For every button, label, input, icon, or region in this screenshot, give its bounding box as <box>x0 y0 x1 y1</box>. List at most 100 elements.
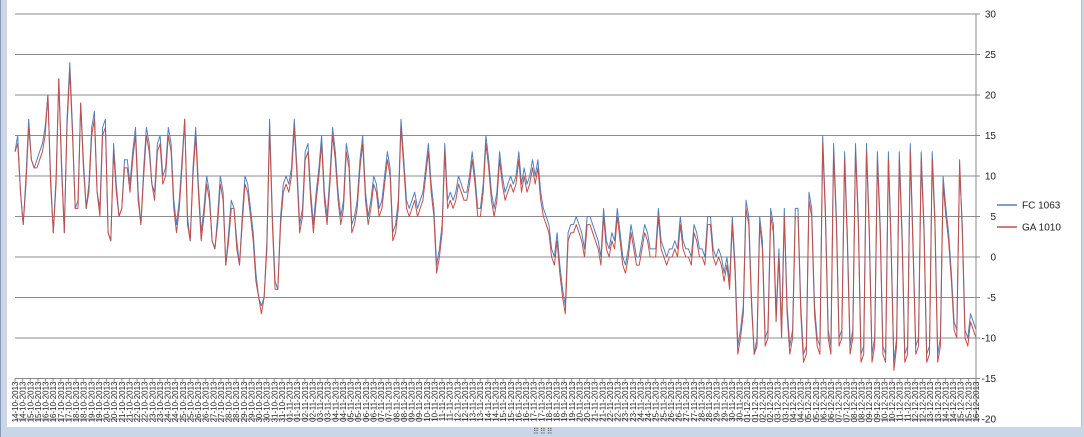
series-line-fc-1063 <box>14 62 977 363</box>
x-tick-label: 27-11-2013 <box>690 381 699 422</box>
y-tick-label: 25 <box>985 50 997 61</box>
x-tick-label: 20-11-2013 <box>575 381 584 422</box>
x-tick-label: 25-10-2013 <box>179 381 188 422</box>
x-tick-label: 14-10-2013 <box>11 381 20 422</box>
x-tick-label: 22-11-2013 <box>614 381 623 422</box>
y-tick-label: -20 <box>982 415 997 426</box>
x-tick-label: 18-11-2013 <box>553 381 562 422</box>
gridlines <box>15 13 976 420</box>
x-tick-label: 24-10-2013 <box>171 381 180 422</box>
x-tick-label: 26-11-2013 <box>667 381 676 422</box>
x-tick-label: 14-11-2013 <box>492 381 501 422</box>
x-tick-label: 13-12-2013 <box>934 381 943 422</box>
x-tick-label: 14-11-2013 <box>484 381 493 422</box>
chart-area: 30 25 20 15 10 5 0 -5 -10 -15 -20 14-10-2013 14-10-… <box>7 0 1082 427</box>
x-tick-label: 19-11-2013 <box>568 381 577 422</box>
x-tick-label: 21-11-2013 <box>591 381 600 422</box>
x-tick-label: 21-10-2013 <box>125 381 134 422</box>
x-tick-label: 21-10-2013 <box>118 381 127 422</box>
x-tick-label: 16-12-2013 <box>972 381 981 422</box>
x-tick-label: 07-11-2013 <box>377 381 386 422</box>
legend-label: GA 1010 <box>1022 223 1061 234</box>
x-tick-label: 01-12-2013 <box>743 381 752 422</box>
resize-handle[interactable]: ⠿⠿⠿ <box>533 427 554 436</box>
x-tick-label: 08-11-2013 <box>400 381 409 422</box>
x-tick-label: 26-10-2013 <box>202 381 211 422</box>
x-tick-label: 30-11-2013 <box>728 381 737 422</box>
x-tick-label: 07-12-2013 <box>842 381 851 422</box>
x-tick-label: 18-11-2013 <box>545 381 554 422</box>
x-tick-label: 05-12-2013 <box>812 381 821 422</box>
x-tick-label: 09-12-2013 <box>873 381 882 422</box>
x-tick-label: 01-11-2013 <box>293 381 302 422</box>
x-tick-label: 04-11-2013 <box>331 381 340 422</box>
x-tick-label: 14-10-2013 <box>19 381 28 422</box>
x-tick-label: 07-12-2013 <box>835 381 844 422</box>
x-tick-label: 26-11-2013 <box>675 381 684 422</box>
x-tick-label: 08-12-2013 <box>858 381 867 422</box>
x-tick-label: 04-12-2013 <box>789 381 798 422</box>
y-tick-label: 5 <box>990 212 996 223</box>
x-tick-label: 28-10-2013 <box>232 381 241 422</box>
x-tick-label: 15-10-2013 <box>26 381 35 422</box>
x-tick-label: 06-11-2013 <box>370 381 379 422</box>
x-tick-label: 28-10-2013 <box>225 381 234 422</box>
x-tick-label: 29-10-2013 <box>247 381 256 422</box>
x-tick-label: 11-11-2013 <box>438 381 447 421</box>
x-tick-label: 25-11-2013 <box>659 381 668 422</box>
x-tick-label: 30-10-2013 <box>263 381 272 422</box>
x-tick-label: 10-11-2013 <box>423 381 432 422</box>
x-tick-label: 24-10-2013 <box>164 381 173 422</box>
x-tick-label: 16-11-2013 <box>522 381 531 422</box>
x-tick-label: 09-11-2013 <box>415 381 424 422</box>
x-tick-label: 11-12-2013 <box>896 381 905 422</box>
x-tick-label: 04-11-2013 <box>339 381 348 422</box>
x-tick-label: 25-11-2013 <box>652 381 661 422</box>
y-axis: 30 25 20 15 10 5 0 -5 -10 -15 -20 <box>975 10 997 426</box>
x-tick-label: 29-10-2013 <box>240 381 249 422</box>
x-tick-label: 03-11-2013 <box>324 381 333 422</box>
x-tick-label: 26-10-2013 <box>194 381 203 422</box>
x-tick-label: 12-12-2013 <box>919 381 928 422</box>
x-tick-label: 13-12-2013 <box>926 381 935 422</box>
x-tick-label: 22-10-2013 <box>141 381 150 422</box>
x-tick-label: 10-11-2013 <box>431 381 440 422</box>
x-tick-label: 17-11-2013 <box>537 381 546 422</box>
x-tick-label: 06-12-2013 <box>827 381 836 422</box>
y-tick-label: -5 <box>987 293 996 304</box>
x-tick-label: 17-10-2013 <box>57 381 66 422</box>
x-tick-label: 11-12-2013 <box>903 381 912 422</box>
x-tick-label: 29-11-2013 <box>713 381 722 422</box>
x-tick-label: 25-10-2013 <box>186 381 195 422</box>
x-tick-label: 15-12-2013 <box>964 381 973 422</box>
x-tick-label: 27-10-2013 <box>209 381 218 422</box>
x-tick-label: 28-11-2013 <box>705 381 714 422</box>
x-tick-label: 06-12-2013 <box>820 381 829 422</box>
x-tick-label: 20-10-2013 <box>110 381 119 422</box>
x-tick-label: 12-11-2013 <box>453 381 462 422</box>
x-tick-label: 05-12-2013 <box>804 381 813 422</box>
x-tick-label: 16-11-2013 <box>514 381 523 422</box>
x-tick-label: 24-11-2013 <box>644 381 653 422</box>
x-tick-label: 09-11-2013 <box>408 381 417 422</box>
x-tick-label: 08-11-2013 <box>392 381 401 422</box>
x-tick-label: 20-10-2013 <box>103 381 112 422</box>
x-tick-label: 17-11-2013 <box>530 381 539 422</box>
y-tick-label: 0 <box>990 253 996 264</box>
x-tick-label: 27-11-2013 <box>682 381 691 422</box>
x-tick-label: 08-12-2013 <box>850 381 859 422</box>
x-tick-label: 23-11-2013 <box>629 381 638 422</box>
x-tick-label: 05-11-2013 <box>354 381 363 422</box>
x-tick-label: 11-11-2013 <box>446 381 455 421</box>
x-tick-label: 07-11-2013 <box>385 381 394 422</box>
series-line-ga-1010 <box>14 70 977 371</box>
x-tick-label: 10-12-2013 <box>881 381 890 422</box>
plot-lines <box>14 62 977 371</box>
x-tick-label: 02-11-2013 <box>301 381 310 422</box>
x-tick-label: 01-11-2013 <box>286 381 295 422</box>
x-tick-label: 21-11-2013 <box>598 381 607 422</box>
legend: FC 1063 GA 1010 <box>997 201 1061 234</box>
x-tick-label: 15-11-2013 <box>507 381 516 422</box>
legend-label: FC 1063 <box>1022 201 1061 212</box>
